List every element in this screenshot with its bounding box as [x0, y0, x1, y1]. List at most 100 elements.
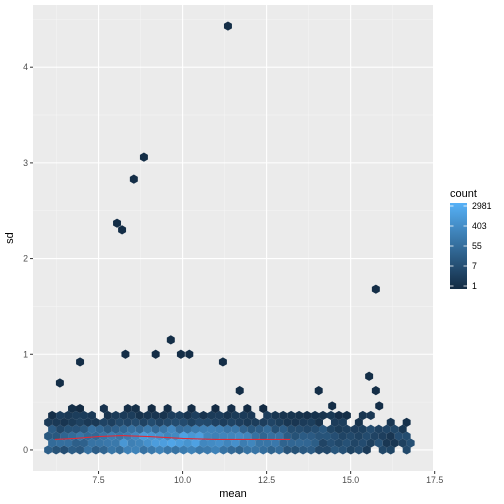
hex-bin [311, 438, 320, 448]
hex-bin [68, 445, 77, 455]
hex-bin [48, 438, 57, 448]
y-tick-label: 2 [23, 254, 28, 264]
hex-bin [147, 417, 156, 427]
hex-bin [163, 417, 172, 427]
hex-bin [171, 417, 180, 427]
hex-bin [239, 424, 248, 434]
legend-label: 7 [472, 261, 477, 271]
hex-bin [76, 417, 84, 427]
hex-bin [183, 410, 192, 421]
hex-bin [191, 410, 200, 421]
hex-bin [299, 417, 308, 427]
hex-bin [342, 424, 351, 434]
hex-bin [378, 445, 387, 455]
hex-bin [346, 431, 355, 441]
hex-bin [283, 417, 292, 427]
hex-bin [263, 424, 272, 434]
hex-bin [402, 431, 411, 441]
legend-label: 55 [472, 241, 482, 251]
hex-bin [382, 438, 391, 448]
hex-bin [83, 417, 92, 427]
hex-bin [267, 431, 276, 441]
hex-bin-outlier [118, 225, 127, 235]
hex-bin [171, 445, 180, 455]
y-tick-label: 3 [23, 158, 28, 168]
hex-bin [338, 417, 347, 427]
y-tick-label: 1 [23, 349, 28, 359]
hex-bin [267, 445, 276, 455]
x-axis: 7.5 10.0 12.5 15.0 17.5 [92, 471, 443, 485]
hex-bin [119, 438, 128, 448]
hex-bin [183, 424, 192, 434]
hex-bin [87, 438, 96, 448]
hex-bin [139, 417, 148, 427]
legend-title: count [450, 188, 477, 200]
hex-bin [315, 431, 323, 441]
hex-bin [143, 438, 152, 448]
hex-bin [315, 445, 323, 455]
hex-bin [338, 445, 347, 455]
hex-bin [307, 417, 316, 427]
hex-bin [107, 445, 116, 455]
hex-bin [103, 424, 112, 434]
hex-bin [287, 424, 296, 434]
hex-bin [175, 424, 184, 434]
hex-bin [291, 445, 300, 455]
hex-bin [207, 424, 216, 434]
hex-bin [115, 417, 124, 427]
hex-bin [275, 445, 284, 455]
hex-bin [354, 431, 363, 441]
hex-bin [295, 438, 304, 448]
hex-bin [107, 417, 116, 427]
hex-bin [163, 445, 172, 455]
hex-bin [319, 424, 327, 434]
hex-bin [362, 431, 371, 441]
hex-bin [131, 417, 140, 427]
hex-bin-outlier [218, 357, 227, 367]
hex-bin-outlier [375, 401, 384, 411]
hex-bin [223, 410, 232, 421]
hex-bin [135, 410, 144, 421]
hex-bin [334, 410, 343, 421]
hex-bin [378, 431, 387, 441]
hex-bin [243, 431, 252, 441]
hex-bin [167, 438, 176, 448]
y-axis: 0 1 2 3 4 [23, 62, 33, 455]
hex-bin-outlier [129, 174, 138, 184]
y-tick-label: 4 [23, 62, 28, 72]
hex-bin [366, 438, 375, 448]
hex-bin [159, 424, 168, 434]
hex-bin [199, 424, 208, 434]
hex-bin [127, 424, 136, 434]
hex-bin [334, 424, 343, 434]
hex-bin [80, 438, 88, 448]
hex-bin [203, 445, 212, 455]
hex-bin [342, 410, 351, 421]
hex-bin [307, 431, 316, 441]
hex-bin [72, 424, 80, 434]
hex-bin [187, 445, 196, 455]
hex-bin [358, 424, 367, 434]
hex-bin [326, 410, 335, 421]
hex-bin-outlier [166, 335, 175, 345]
hex-bin [323, 431, 331, 441]
hex-bin [127, 410, 136, 421]
hex-bin [326, 424, 335, 434]
hex-bin [44, 417, 53, 427]
y-tick-label: 0 [23, 445, 28, 455]
hex-bin [199, 410, 208, 421]
hex-bin [350, 424, 359, 434]
hex-bin [87, 424, 96, 434]
hex-bin [219, 445, 228, 455]
hex-bin [56, 424, 65, 434]
hex-bin [374, 438, 383, 448]
hex-bin-outlier [121, 349, 130, 359]
hex-bin [227, 417, 236, 427]
hex-bin [80, 424, 88, 434]
hex-bin [279, 438, 288, 448]
hex-bin [358, 438, 367, 448]
hex-bin [91, 431, 100, 441]
hex-bin [64, 410, 73, 421]
hex-bin [263, 410, 272, 421]
hex-bin-outlier [139, 152, 148, 162]
